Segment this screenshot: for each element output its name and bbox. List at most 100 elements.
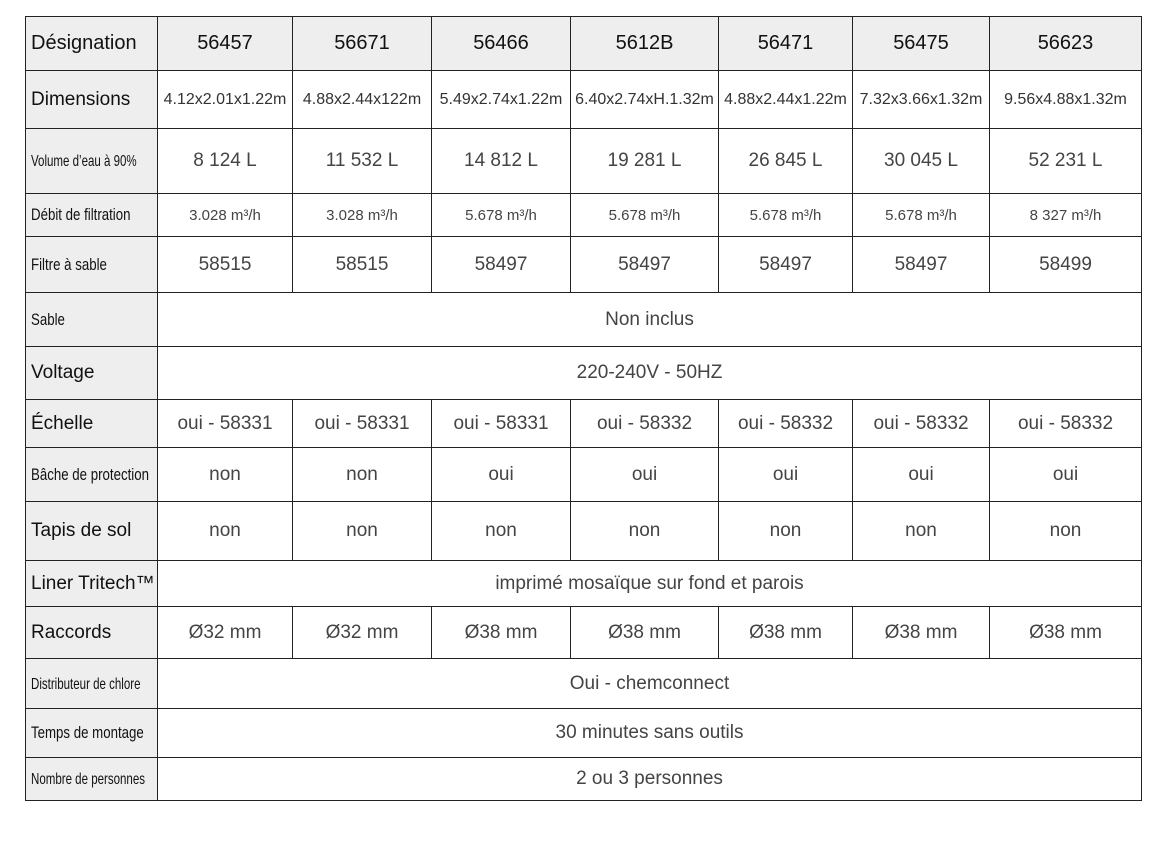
model-header: 56475 — [852, 16, 990, 71]
row-label: Débit de filtration — [25, 193, 158, 237]
value-cell: oui — [852, 447, 990, 502]
value-cell: Ø38 mm — [852, 606, 990, 659]
table-row: Bâche de protection non non oui oui oui oui oui — [25, 447, 1142, 502]
merged-value-cell: 220-240V - 50HZ — [157, 346, 1142, 400]
table-row: Débit de filtration 3.028 m³/h 3.028 m³/h 5… — [25, 193, 1142, 237]
value-cell: oui - 58332 — [718, 399, 853, 448]
row-label: Sable — [25, 292, 158, 347]
value-cell: Ø38 mm — [431, 606, 571, 659]
merged-value-cell: imprimé mosaïque sur fond et parois — [157, 560, 1142, 607]
header-row: Désignation 56457 56671 56466 5612B 56471 5647… — [25, 16, 1142, 71]
value-cell: oui - 58332 — [852, 399, 990, 448]
merged-value-cell: Oui - chemconnect — [157, 658, 1142, 709]
merged-value-cell: 2 ou 3 personnes — [157, 757, 1142, 801]
value-cell: 19 281 L — [570, 128, 719, 194]
value-cell: 3.028 m³/h — [157, 193, 293, 237]
merged-value-cell: Non inclus — [157, 292, 1142, 347]
row-label: Liner Tritech™ — [25, 560, 158, 607]
value-cell: Ø38 mm — [718, 606, 853, 659]
value-cell: oui — [431, 447, 571, 502]
table-row: Voltage 220-240V - 50HZ — [25, 346, 1142, 400]
table-row: Distributeur de chlore Oui - chemconnect — [25, 658, 1142, 709]
value-cell: non — [989, 501, 1142, 561]
value-cell: 8 327 m³/h — [989, 193, 1142, 237]
value-cell: oui - 58332 — [570, 399, 719, 448]
value-cell: oui — [718, 447, 853, 502]
row-label: Désignation — [25, 16, 158, 71]
value-cell: 58497 — [852, 236, 990, 293]
table-row: Liner Tritech™ imprimé mosaïque sur fond … — [25, 560, 1142, 607]
value-cell: 4.12x2.01x1.22m — [157, 70, 293, 129]
value-cell: non — [570, 501, 719, 561]
value-cell: Ø32 mm — [157, 606, 293, 659]
row-label: Voltage — [25, 346, 158, 400]
table-row: Tapis de sol non non non non non non non — [25, 501, 1142, 561]
value-cell: non — [852, 501, 990, 561]
value-cell: 9.56x4.88x1.32m — [989, 70, 1142, 129]
value-cell: 52 231 L — [989, 128, 1142, 194]
value-cell: 5.678 m³/h — [570, 193, 719, 237]
value-cell: non — [157, 501, 293, 561]
value-cell: 5.678 m³/h — [431, 193, 571, 237]
row-label: Filtre à sable — [25, 236, 158, 293]
value-cell: 8 124 L — [157, 128, 293, 194]
value-cell: Ø38 mm — [989, 606, 1142, 659]
value-cell: 58515 — [157, 236, 293, 293]
row-label: Nombre de personnes — [25, 757, 158, 801]
value-cell: 6.40x2.74xH.1.32m — [570, 70, 719, 129]
value-cell: non — [292, 501, 432, 561]
table-row: Dimensions 4.12x2.01x1.22m 4.88x2.44x122m 5… — [25, 70, 1142, 129]
value-cell: 3.028 m³/h — [292, 193, 432, 237]
value-cell: Ø38 mm — [570, 606, 719, 659]
model-header: 56671 — [292, 16, 432, 71]
row-label: Tapis de sol — [25, 501, 158, 561]
row-label: Temps de montage — [25, 708, 158, 758]
specs-table: Désignation 56457 56671 56466 5612B 56471 5647… — [25, 16, 1142, 801]
value-cell: 4.88x2.44x1.22m — [718, 70, 853, 129]
table-row: Filtre à sable 58515 58515 58497 58497 58497 5… — [25, 236, 1142, 293]
table-row: Sable Non inclus — [25, 292, 1142, 347]
value-cell: 58497 — [431, 236, 571, 293]
table-row: Volume d’eau à 90% 8 124 L 11 532 L 14 812 … — [25, 128, 1142, 194]
row-label: Raccords — [25, 606, 158, 659]
value-cell: 58515 — [292, 236, 432, 293]
table-row: Raccords Ø32 mm Ø32 mm Ø38 mm Ø38 mm Ø38 mm Ø3… — [25, 606, 1142, 659]
value-cell: 58497 — [570, 236, 719, 293]
value-cell: 7.32x3.66x1.32m — [852, 70, 990, 129]
value-cell: oui - 58331 — [157, 399, 293, 448]
value-cell: oui — [989, 447, 1142, 502]
value-cell: 4.88x2.44x122m — [292, 70, 432, 129]
value-cell: non — [292, 447, 432, 502]
value-cell: oui — [570, 447, 719, 502]
value-cell: 14 812 L — [431, 128, 571, 194]
value-cell: oui - 58332 — [989, 399, 1142, 448]
value-cell: 58499 — [989, 236, 1142, 293]
row-label: Distributeur de chlore — [25, 658, 158, 709]
value-cell: non — [431, 501, 571, 561]
row-label: Bâche de protection — [25, 447, 158, 502]
value-cell: 30 045 L — [852, 128, 990, 194]
row-label: Échelle — [25, 399, 158, 448]
model-header: 56466 — [431, 16, 571, 71]
value-cell: oui - 58331 — [431, 399, 571, 448]
value-cell: non — [157, 447, 293, 502]
table-row: Nombre de personnes 2 ou 3 personnes — [25, 757, 1142, 801]
value-cell: 26 845 L — [718, 128, 853, 194]
merged-value-cell: 30 minutes sans outils — [157, 708, 1142, 758]
value-cell: 5.678 m³/h — [718, 193, 853, 237]
model-header: 56457 — [157, 16, 293, 71]
row-label: Dimensions — [25, 70, 158, 129]
value-cell: 11 532 L — [292, 128, 432, 194]
model-header: 56471 — [718, 16, 853, 71]
value-cell: Ø32 mm — [292, 606, 432, 659]
value-cell: 58497 — [718, 236, 853, 293]
value-cell: non — [718, 501, 853, 561]
value-cell: 5.49x2.74x1.22m — [431, 70, 571, 129]
value-cell: oui - 58331 — [292, 399, 432, 448]
model-header: 5612B — [570, 16, 719, 71]
table-row: Temps de montage 30 minutes sans outils — [25, 708, 1142, 758]
model-header: 56623 — [989, 16, 1142, 71]
row-label: Volume d’eau à 90% — [25, 128, 158, 194]
value-cell: 5.678 m³/h — [852, 193, 990, 237]
table-row: Échelle oui - 58331 oui - 58331 oui - 58331… — [25, 399, 1142, 448]
